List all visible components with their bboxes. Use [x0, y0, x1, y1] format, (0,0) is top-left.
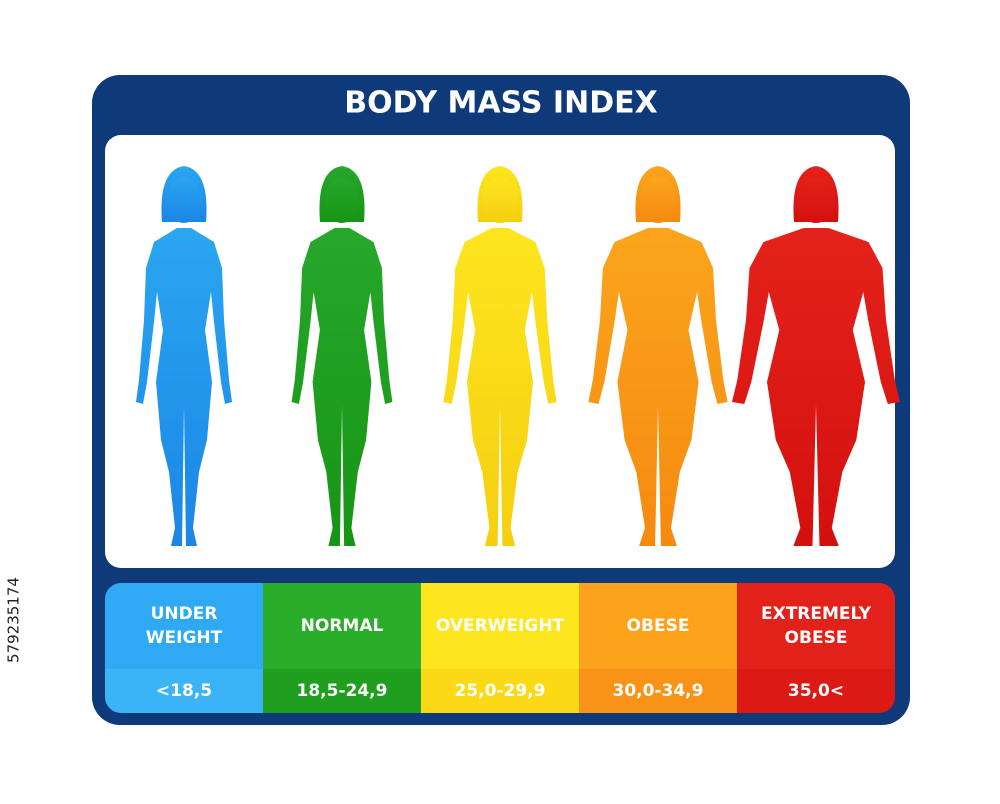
range-label: 30,0-34,9: [613, 681, 704, 701]
range-cell: [421, 669, 580, 713]
range-label: 25,0-29,9: [455, 681, 546, 701]
head: [167, 177, 201, 223]
range-label: <18,5: [156, 681, 212, 701]
head: [324, 177, 360, 223]
label-cell: [263, 583, 422, 669]
head: [639, 177, 677, 223]
category-label: EXTREMELY: [761, 604, 872, 624]
body: [732, 228, 900, 546]
category-band: [105, 583, 895, 713]
head: [482, 177, 518, 223]
body: [443, 228, 557, 546]
label-cell: [737, 583, 895, 669]
range-cell: [263, 669, 422, 713]
range-cell: [737, 669, 895, 713]
head: [796, 177, 836, 223]
category-label: OBESE: [785, 628, 848, 648]
label-cell: [421, 583, 580, 669]
label-cell: [105, 583, 264, 669]
body: [136, 228, 232, 546]
category-label: NORMAL: [301, 616, 384, 636]
stock-id: 579235174: [5, 577, 23, 663]
label-cell: [579, 583, 738, 669]
category-label: OVERWEIGHT: [436, 616, 565, 636]
figures: [136, 166, 900, 546]
range-cell: [105, 669, 264, 713]
range-label: 18,5-24,9: [297, 681, 388, 701]
category-label: WEIGHT: [146, 628, 223, 648]
body: [588, 228, 728, 546]
category-label: OBESE: [627, 616, 690, 636]
range-cell: [579, 669, 738, 713]
category-label: UNDER: [151, 604, 218, 624]
title: BODY MASS INDEX: [344, 86, 657, 121]
range-label: 35,0<: [788, 681, 844, 701]
body: [291, 228, 393, 546]
